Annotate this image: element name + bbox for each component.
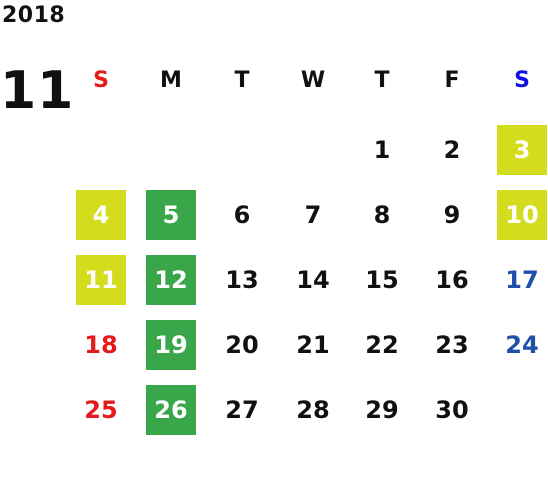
day-cell[interactable]: 9 — [443, 201, 461, 229]
day-cell[interactable]: 13 — [225, 266, 259, 294]
day-cell[interactable]: 12 — [146, 255, 196, 305]
day-cell[interactable]: 2 — [443, 136, 461, 164]
weekday-label: T — [374, 68, 390, 93]
weekday-label: M — [160, 68, 182, 93]
day-cell[interactable]: 17 — [505, 266, 539, 294]
year-label: 2018 — [2, 3, 66, 28]
weekday-label: T — [234, 68, 250, 93]
weekday-label: F — [444, 68, 460, 93]
day-cell[interactable]: 22 — [365, 331, 399, 359]
weekday-label: S — [514, 68, 530, 93]
day-cell[interactable]: 18 — [84, 331, 118, 359]
day-cell[interactable]: 1 — [373, 136, 391, 164]
day-cell[interactable]: 8 — [373, 201, 391, 229]
day-cell[interactable]: 19 — [146, 320, 196, 370]
day-cell[interactable]: 27 — [225, 396, 259, 424]
day-cell[interactable]: 20 — [225, 331, 259, 359]
day-cell[interactable]: 11 — [76, 255, 126, 305]
day-cell[interactable]: 10 — [497, 190, 547, 240]
day-cell[interactable]: 15 — [365, 266, 399, 294]
day-cell[interactable]: 23 — [435, 331, 469, 359]
month-number: 11 — [0, 61, 75, 121]
day-cell[interactable]: 7 — [304, 201, 322, 229]
day-cell[interactable]: 5 — [146, 190, 196, 240]
day-cell[interactable]: 29 — [365, 396, 399, 424]
day-cell[interactable]: 4 — [76, 190, 126, 240]
day-cell[interactable]: 28 — [296, 396, 330, 424]
weekday-label: W — [300, 68, 326, 93]
day-cell[interactable]: 6 — [233, 201, 251, 229]
day-cell[interactable]: 3 — [497, 125, 547, 175]
day-cell[interactable]: 16 — [435, 266, 469, 294]
day-cell[interactable]: 21 — [296, 331, 330, 359]
day-cell[interactable]: 30 — [435, 396, 469, 424]
day-cell[interactable]: 26 — [146, 385, 196, 435]
day-cell[interactable]: 25 — [84, 396, 118, 424]
day-cell[interactable]: 24 — [505, 331, 539, 359]
day-cell[interactable]: 14 — [296, 266, 330, 294]
weekday-label: S — [93, 68, 109, 93]
